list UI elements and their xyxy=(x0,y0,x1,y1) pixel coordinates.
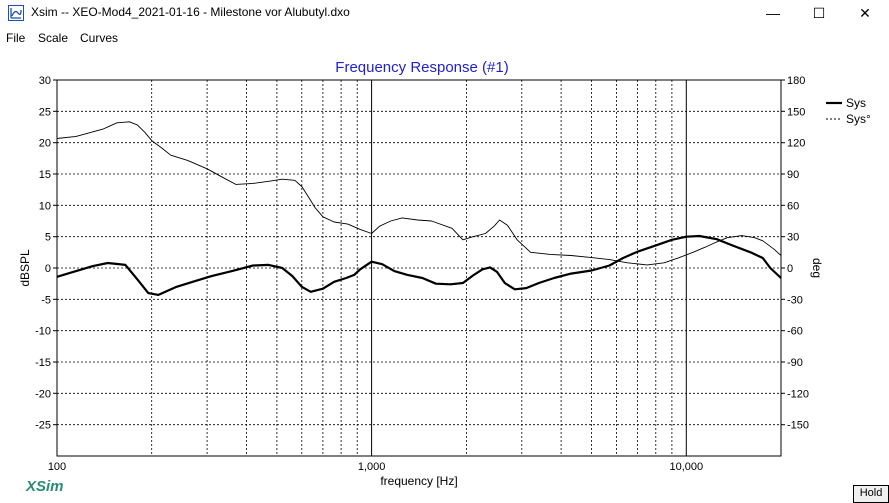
y2-tick-label: -30 xyxy=(787,294,803,306)
title-bar: Xsim -- XEO-Mod4_2021-01-16 - Milestone … xyxy=(0,0,889,26)
y2-tick-label: 30 xyxy=(787,232,799,244)
xsim-app-icon[interactable] xyxy=(8,5,24,21)
maximize-button[interactable]: ☐ xyxy=(812,4,826,21)
y-axis-label: dBSPL xyxy=(18,249,32,287)
menu-file[interactable]: File xyxy=(6,31,26,45)
y-tick-label: 10 xyxy=(39,200,51,212)
y-tick-label: 0 xyxy=(45,263,51,275)
window-title: Xsim -- XEO-Mod4_2021-01-16 - Milestone … xyxy=(31,5,350,19)
y2-tick-label: -120 xyxy=(787,388,809,400)
y-tick-label: -20 xyxy=(35,388,51,400)
chart-title: Frequency Response (#1) xyxy=(335,59,508,76)
series-line-sys-phase xyxy=(56,121,782,266)
y2-tick-label: -60 xyxy=(787,326,803,338)
y-tick-label: 15 xyxy=(39,169,51,181)
plot-area: 30 25 20 15 10 5 0 -5 -10 -15 -20 -25 180 150 120 90 60 3… xyxy=(0,50,889,498)
y-tick-label: -10 xyxy=(35,326,51,338)
y2-tick-label: -90 xyxy=(787,357,803,369)
hold-button[interactable]: Hold xyxy=(853,485,889,503)
y-tick-label: -15 xyxy=(35,357,51,369)
y-tick-label: -5 xyxy=(41,294,51,306)
menu-scale[interactable]: Scale xyxy=(38,31,69,45)
legend-label-sys-phase: Sys° xyxy=(846,112,871,126)
y2-axis-label: deg xyxy=(810,258,824,278)
x-axis-label: frequency [Hz] xyxy=(380,474,457,488)
y-tick-label: 5 xyxy=(45,232,51,244)
x-tick-label: 100 xyxy=(48,461,66,473)
menu-bar xyxy=(0,27,889,49)
y-tick-label: 30 xyxy=(39,75,51,87)
close-button[interactable]: ✕ xyxy=(859,4,871,21)
y2-tick-label: -150 xyxy=(787,420,809,432)
minimize-button[interactable]: — xyxy=(766,5,780,21)
y2-tick-label: 120 xyxy=(787,138,805,150)
y-tick-label: 25 xyxy=(39,106,51,118)
series-line-sys xyxy=(56,234,782,296)
y-tick-label: 20 xyxy=(39,138,51,150)
xsim-brand-label: XSim xyxy=(26,478,64,495)
legend-label-sys: Sys xyxy=(846,96,866,110)
y2-tick-label: 60 xyxy=(787,200,799,212)
y-tick-label: -25 xyxy=(35,420,51,432)
y2-tick-label: 90 xyxy=(787,169,799,181)
y2-tick-label: 150 xyxy=(787,106,805,118)
y2-tick-label: 180 xyxy=(787,75,805,87)
menu-curves[interactable]: Curves xyxy=(80,31,119,45)
frequency-response-chart[interactable]: 30 25 20 15 10 5 0 -5 -10 -15 -20 -25 180 150 120 90 60 3… xyxy=(0,50,889,498)
x-tick-label: 10,000 xyxy=(669,461,703,473)
y2-tick-label: 0 xyxy=(787,263,793,275)
x-tick-label: 1,000 xyxy=(358,461,386,473)
